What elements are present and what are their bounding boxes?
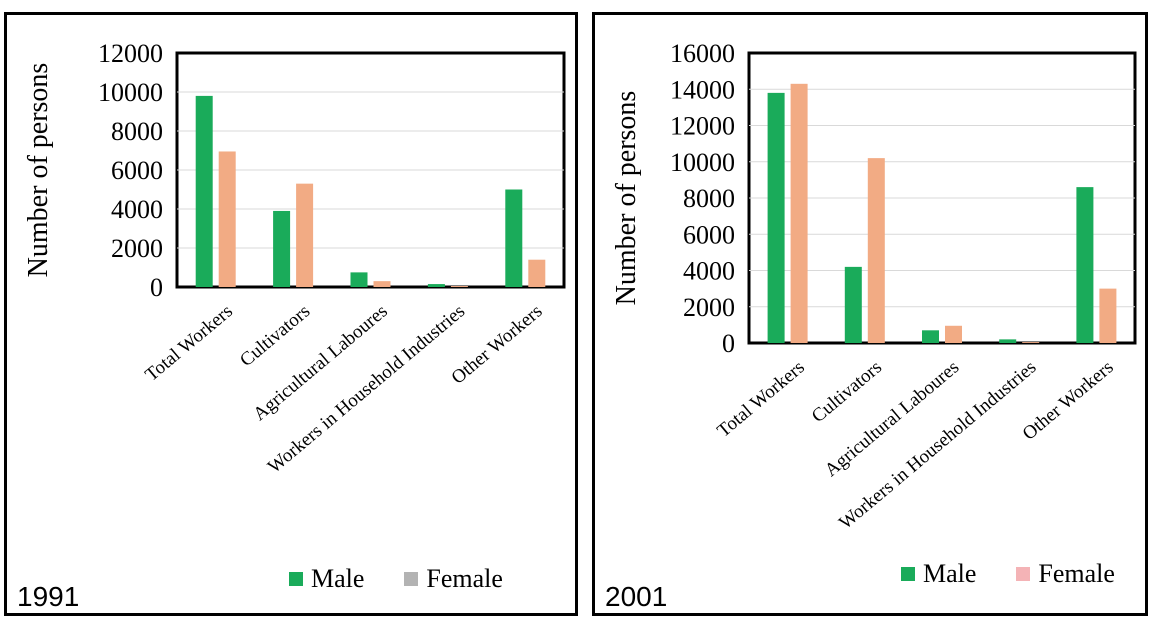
y-tick-label: 12000	[98, 39, 163, 68]
legend-2001: Male Female	[901, 559, 1115, 589]
legend-swatch-male	[901, 567, 915, 581]
y-tick-label: 14000	[670, 75, 735, 104]
y-tick-label: 10000	[98, 78, 163, 107]
legend-swatch-female	[404, 572, 419, 586]
y-tick-label: 4000	[111, 195, 163, 224]
y-tick-label: 8000	[683, 184, 735, 213]
x-tick-label-agricultural-laboures: Agricultural Laboures	[249, 301, 391, 425]
x-tick-label-total-workers: Total Workers	[141, 301, 237, 386]
chart-panel-1991: 0 2000 4000 6000 8000 10000 12000 Number of per…	[4, 12, 578, 616]
y-tick-label: 16000	[670, 39, 735, 68]
chart-1991: 0 2000 4000 6000 8000 10000 12000 Number of per…	[23, 39, 566, 478]
bar-male-workers-in-household-industries	[427, 284, 445, 287]
x-tick-label-cultivators: Cultivators	[236, 301, 314, 371]
bar-male-other-workers	[505, 189, 523, 287]
bar-male-total-workers	[767, 92, 785, 343]
y-tick-label: 12000	[670, 112, 735, 141]
y-axis-label: Number of persons	[23, 63, 54, 278]
y-tick-label: 10000	[670, 148, 735, 177]
legend-label-male: Male	[311, 564, 365, 593]
bar-male-agricultural-laboures	[922, 330, 939, 343]
bar-female-workers-in-household-industries	[450, 286, 468, 287]
year-label-2001: 2001	[605, 581, 668, 612]
legend-swatch-female	[1016, 567, 1031, 581]
legend-label-female: Female	[1038, 559, 1115, 588]
legend-label-male: Male	[923, 559, 977, 588]
bar-female-total-workers	[218, 151, 236, 287]
bar-male-workers-in-household-industries	[999, 339, 1017, 343]
y-axis-label: Number of persons	[611, 91, 642, 306]
chart-2001: 0 2000 4000 6000 8000 10000 12000 14000 16000 Num…	[611, 39, 1137, 534]
bar-female-agricultural-laboures	[945, 325, 962, 343]
bar-female-cultivators	[867, 158, 885, 343]
bar-female-other-workers	[528, 259, 546, 287]
y-tick-label: 6000	[111, 156, 163, 185]
bar-female-cultivators	[296, 183, 314, 287]
x-tick-label-cultivators: Cultivators	[808, 357, 886, 427]
legend-swatch-male	[289, 572, 303, 586]
x-tick-label-total-workers: Total Workers	[713, 357, 809, 442]
y-tick-label: 2000	[111, 234, 163, 263]
y-tick-label: 0	[722, 329, 735, 358]
bar-female-workers-in-household-industries	[1022, 342, 1040, 343]
legend-1991: Male Female	[289, 564, 503, 594]
y-tick-label: 4000	[683, 257, 735, 286]
bar-male-cultivators	[844, 266, 862, 343]
y-tick-label: 8000	[111, 117, 163, 146]
year-label-1991: 1991	[17, 581, 80, 612]
bar-female-total-workers	[790, 83, 808, 343]
legend-label-female: Female	[426, 564, 503, 593]
bar-male-agricultural-laboures	[350, 272, 368, 287]
y-tick-label: 6000	[683, 220, 735, 249]
y-tick-label: 0	[150, 273, 163, 302]
bar-male-other-workers	[1076, 187, 1094, 343]
y-tick-label: 2000	[683, 293, 735, 322]
chart-panel-2001: 0 2000 4000 6000 8000 10000 12000 14000 16000 Num…	[592, 12, 1148, 616]
bar-female-other-workers	[1099, 288, 1117, 343]
bar-male-cultivators	[273, 210, 291, 287]
x-tick-label-agricultural-laboures: Agricultural Laboures	[821, 357, 963, 481]
bar-female-agricultural-laboures	[373, 281, 391, 287]
bar-male-total-workers	[195, 95, 213, 288]
